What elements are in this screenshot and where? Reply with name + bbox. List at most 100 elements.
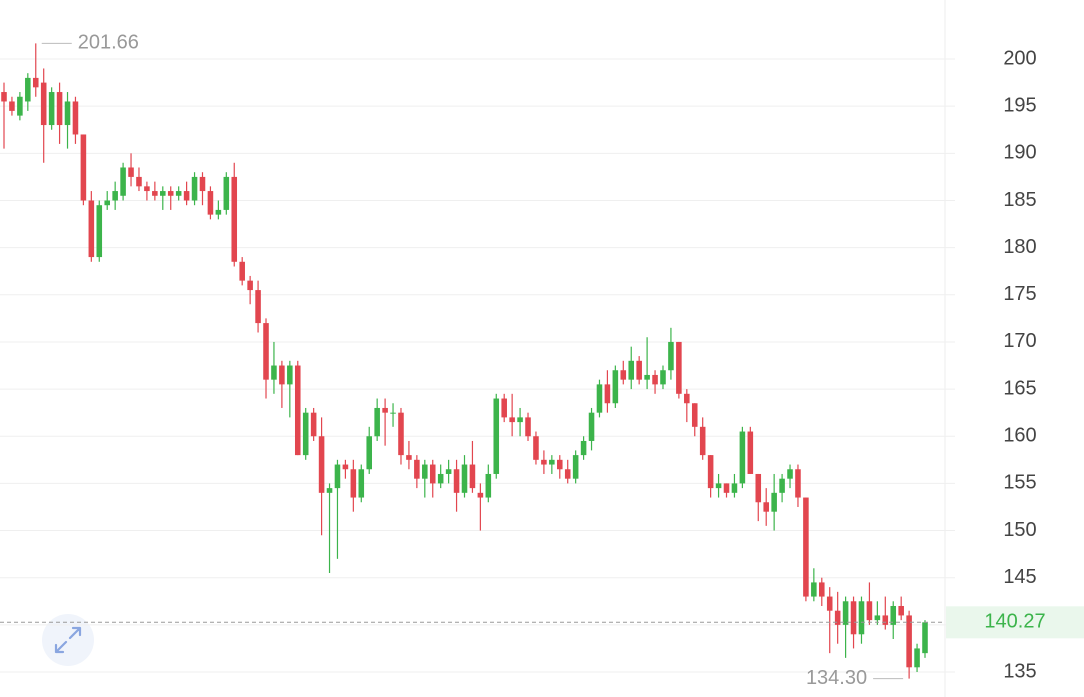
candle-body xyxy=(588,412,595,441)
candle-body xyxy=(136,176,142,187)
candle-body xyxy=(231,176,238,262)
candle-body xyxy=(429,464,436,484)
candle-body xyxy=(326,488,333,493)
y-tick-label: 200 xyxy=(1003,47,1036,69)
candle-body xyxy=(398,412,404,456)
candle-body xyxy=(247,280,253,291)
candle-body xyxy=(509,417,515,423)
candle-body xyxy=(64,101,71,126)
candle-body xyxy=(453,469,460,493)
candle-body xyxy=(731,483,738,493)
candle-body xyxy=(358,469,365,498)
candle-body xyxy=(684,393,690,404)
grid xyxy=(0,58,955,673)
candle-body xyxy=(819,582,825,597)
candle-body xyxy=(215,209,222,215)
candle-body xyxy=(40,82,47,126)
candle-body xyxy=(707,455,714,489)
candle-body xyxy=(310,412,317,437)
candle-body xyxy=(564,469,571,479)
candle-body xyxy=(691,403,698,427)
candle-body xyxy=(493,398,500,474)
candle-body xyxy=(263,323,269,380)
candle-body xyxy=(525,417,531,437)
candle-body xyxy=(676,341,682,394)
candle-body xyxy=(501,398,507,418)
candle-body xyxy=(183,191,190,201)
candle-body xyxy=(572,455,579,479)
candle-body xyxy=(160,191,166,196)
candle-body xyxy=(414,459,420,479)
candle-body xyxy=(1,92,7,102)
candle-body xyxy=(350,469,357,498)
y-tick-label: 145 xyxy=(1003,566,1036,588)
candle-body xyxy=(422,464,428,479)
candle-body xyxy=(890,605,897,625)
expand-bg[interactable] xyxy=(42,614,94,666)
candle-body xyxy=(826,596,833,611)
candle-body xyxy=(604,384,611,404)
y-tick-label: 165 xyxy=(1003,377,1036,399)
candle-body xyxy=(469,464,476,489)
candle-body xyxy=(755,473,762,503)
y-tick-label: 155 xyxy=(1003,472,1036,494)
candle-body xyxy=(517,417,523,423)
candle-body xyxy=(914,648,920,668)
candle-body xyxy=(636,360,642,380)
candle-body xyxy=(612,370,619,404)
candle-body xyxy=(811,582,817,597)
max-price-label: 201.66 xyxy=(78,32,139,54)
candle-body xyxy=(922,622,928,654)
candle-body xyxy=(239,261,245,281)
candle-body xyxy=(660,370,666,385)
candle-body xyxy=(858,601,865,635)
candle-body xyxy=(80,134,87,201)
candle-body xyxy=(787,469,793,479)
candle-body xyxy=(882,615,889,625)
candle-body xyxy=(167,191,174,196)
expand-icon[interactable] xyxy=(54,626,82,654)
candle-body xyxy=(763,502,769,512)
candle-body xyxy=(834,610,841,625)
candle-body xyxy=(652,374,658,385)
candle-body xyxy=(152,191,158,196)
candle-body xyxy=(723,483,730,493)
candle-body xyxy=(485,473,492,498)
candle-body xyxy=(771,492,777,512)
candle-body xyxy=(747,431,754,474)
candle-body xyxy=(779,478,785,493)
candle-body xyxy=(644,374,650,380)
candle-body xyxy=(96,205,103,258)
min-price-label: 134.30 xyxy=(806,667,867,689)
candle-body xyxy=(199,176,206,192)
last-price-box xyxy=(946,606,1084,639)
candle-body xyxy=(104,200,110,206)
candle-body xyxy=(628,360,635,380)
candle-body xyxy=(223,176,230,210)
candle-body xyxy=(48,92,55,126)
candle-body xyxy=(477,492,484,498)
expand-button[interactable] xyxy=(42,614,94,666)
y-tick-label: 190 xyxy=(1003,142,1036,164)
candle-body xyxy=(541,459,547,465)
candle-body xyxy=(88,200,95,258)
candle-body xyxy=(144,186,150,192)
candle-body xyxy=(803,497,809,597)
candle-body xyxy=(56,92,63,126)
candle-body xyxy=(549,459,555,465)
candle-body xyxy=(906,615,912,668)
candle-body xyxy=(461,464,468,493)
y-tick-label: 185 xyxy=(1003,189,1036,211)
y-tick-label: 170 xyxy=(1003,330,1036,352)
candle-body xyxy=(390,412,396,414)
candle-body xyxy=(850,601,857,635)
candle-body xyxy=(596,384,603,413)
candle-body xyxy=(128,167,134,177)
candle-body xyxy=(795,469,801,498)
candle-body xyxy=(406,455,412,460)
candle-body xyxy=(580,440,587,456)
candle-body xyxy=(120,167,126,196)
candle-body xyxy=(334,464,341,489)
candle-body xyxy=(668,341,674,371)
